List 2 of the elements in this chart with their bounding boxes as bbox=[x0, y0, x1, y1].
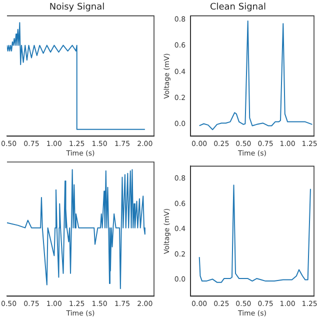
chart-title: Clean Signal bbox=[210, 2, 266, 13]
chart-title: Noisy Signal bbox=[49, 2, 105, 13]
